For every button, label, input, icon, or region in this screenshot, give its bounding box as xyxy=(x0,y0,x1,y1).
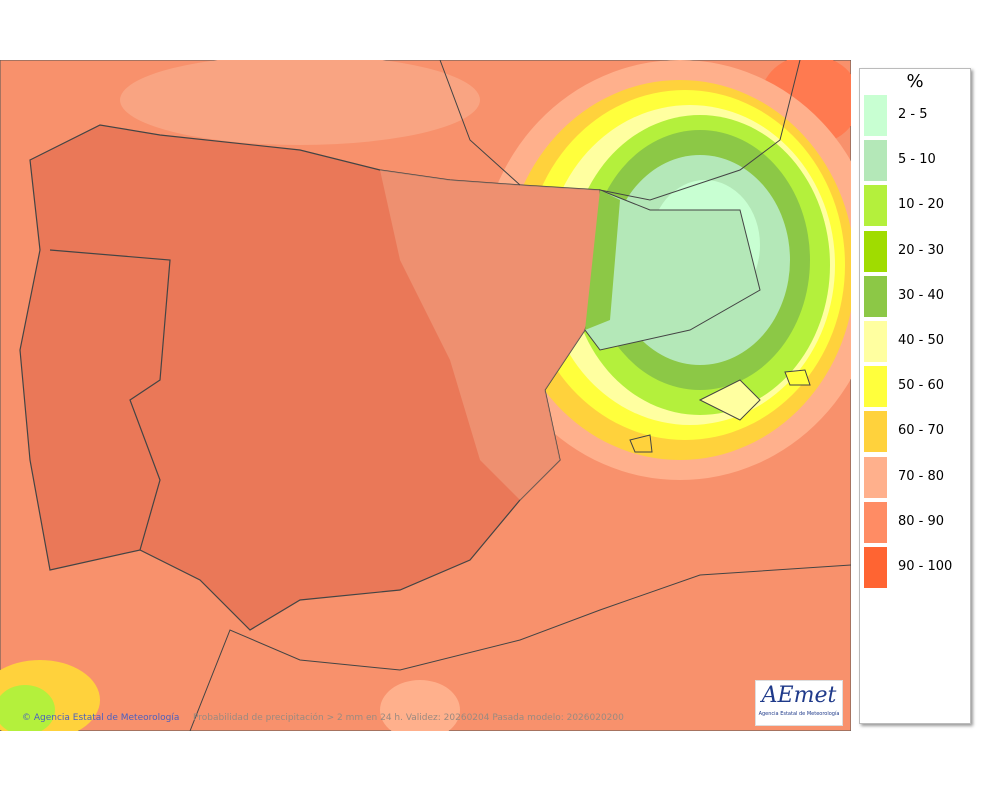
legend-item: 30 - 40 xyxy=(864,275,968,317)
legend-label: 30 - 40 xyxy=(898,287,945,303)
legend-swatch xyxy=(864,95,887,136)
legend-label: 40 - 50 xyxy=(898,333,945,348)
legend: % 2 - 5 5 - 10 10 - 20 20 - 30 30 - 40 40 - 5… xyxy=(859,68,971,724)
coast xyxy=(189,564,851,731)
zone xyxy=(585,190,620,330)
legend-swatch xyxy=(864,547,887,588)
legend-swatch xyxy=(864,321,887,362)
legend-label: 80 - 90 xyxy=(898,513,945,529)
logo: AEmet Agencia Estatal de Meteorología xyxy=(755,680,843,726)
legend-item: 10 - 20 xyxy=(864,185,968,227)
legend-item: 40 - 50 xyxy=(864,321,968,362)
zone xyxy=(0,685,55,731)
legend-swatch xyxy=(864,366,887,408)
legend-item: 80 - 90 xyxy=(864,501,968,543)
island xyxy=(698,379,761,421)
credit: © Agencia Estatal de Meteorología xyxy=(22,713,180,723)
legend-swatch xyxy=(864,411,887,453)
border xyxy=(49,249,171,551)
zone xyxy=(120,60,480,145)
legend-swatch xyxy=(864,185,887,227)
island xyxy=(629,434,653,453)
legend-swatch xyxy=(864,501,887,543)
legend-item: 2 - 5 xyxy=(864,95,968,136)
island xyxy=(784,369,811,386)
legend-title: % xyxy=(906,71,924,92)
legend-item: 20 - 30 xyxy=(864,230,968,272)
legend-item: 5 - 10 xyxy=(864,140,968,182)
legend-item: 70 - 80 xyxy=(864,456,968,498)
zone xyxy=(380,170,605,500)
logo-name: AEmet xyxy=(761,683,837,708)
legend-item: 50 - 60 xyxy=(864,366,968,408)
zone xyxy=(380,680,460,731)
legend-swatch xyxy=(864,140,887,182)
map xyxy=(0,60,851,731)
caption: Probabilidad de precipitación > 2 mm en … xyxy=(193,713,624,723)
logo-subtitle: Agencia Estatal de Meteorología xyxy=(758,711,840,717)
credit-text: Agencia Estatal de Meteorología xyxy=(33,713,180,723)
legend-label: 60 - 70 xyxy=(898,423,945,439)
legend-label: 70 - 80 xyxy=(898,468,945,484)
legend-swatch xyxy=(864,275,887,317)
legend-label: 90 - 100 xyxy=(898,559,953,574)
legend-swatch xyxy=(864,456,887,498)
legend-label: 20 - 30 xyxy=(898,242,945,258)
legend-label: 50 - 60 xyxy=(898,378,945,394)
legend-swatch xyxy=(864,230,887,272)
legend-item: 90 - 100 xyxy=(864,547,968,588)
coast xyxy=(439,60,801,201)
legend-label: 10 - 20 xyxy=(898,197,945,213)
legend-label: 5 - 10 xyxy=(898,152,936,168)
legend-label: 2 - 5 xyxy=(898,107,928,122)
legend-item: 60 - 70 xyxy=(864,411,968,453)
